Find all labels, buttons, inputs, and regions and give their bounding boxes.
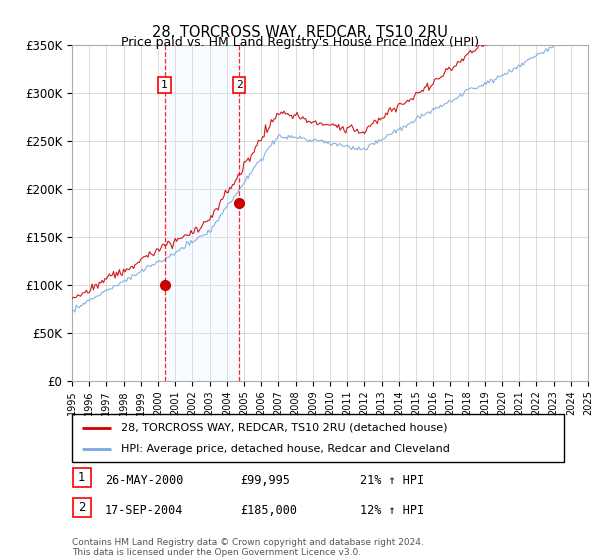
Text: £185,000: £185,000 — [240, 503, 297, 517]
Text: 26-MAY-2000: 26-MAY-2000 — [105, 474, 184, 487]
Bar — [164, 45, 239, 381]
Text: 28, TORCROSS WAY, REDCAR, TS10 2RU: 28, TORCROSS WAY, REDCAR, TS10 2RU — [152, 25, 448, 40]
Text: 2: 2 — [236, 80, 242, 90]
Text: Contains HM Land Registry data © Crown copyright and database right 2024.
This d: Contains HM Land Registry data © Crown c… — [72, 538, 424, 557]
Text: 17-SEP-2004: 17-SEP-2004 — [105, 503, 184, 517]
Text: 1: 1 — [78, 471, 86, 484]
Text: HPI: Average price, detached house, Redcar and Cleveland: HPI: Average price, detached house, Redc… — [121, 444, 450, 454]
Text: 1: 1 — [161, 80, 168, 90]
Text: Price paid vs. HM Land Registry's House Price Index (HPI): Price paid vs. HM Land Registry's House … — [121, 36, 479, 49]
Text: 21% ↑ HPI: 21% ↑ HPI — [360, 474, 424, 487]
Text: 28, TORCROSS WAY, REDCAR, TS10 2RU (detached house): 28, TORCROSS WAY, REDCAR, TS10 2RU (deta… — [121, 423, 448, 433]
Text: £99,995: £99,995 — [240, 474, 290, 487]
Text: 12% ↑ HPI: 12% ↑ HPI — [360, 503, 424, 517]
Text: 2: 2 — [78, 501, 86, 514]
